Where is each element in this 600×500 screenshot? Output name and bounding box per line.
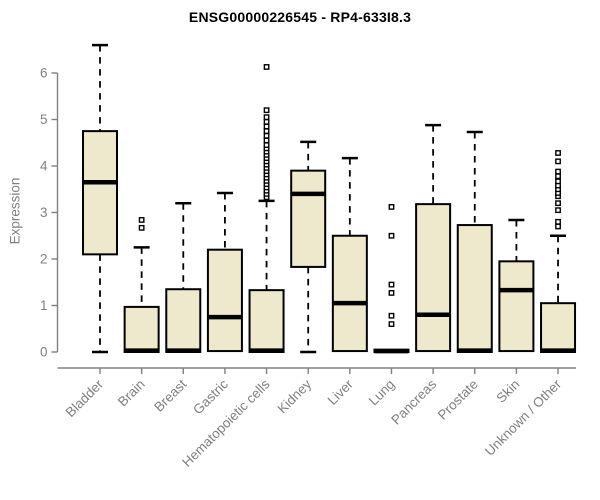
x-category-label: Gastric — [190, 376, 231, 417]
box — [456, 224, 493, 353]
y-axis-label: Expression — [7, 177, 23, 245]
outlier-point — [263, 142, 270, 148]
outlier-point — [388, 312, 395, 319]
x-category-label: Pancreas — [388, 376, 439, 427]
outlier-point — [263, 137, 270, 144]
outlier-point — [555, 218, 561, 225]
box — [540, 302, 577, 353]
outlier-point — [555, 207, 561, 214]
box — [165, 288, 202, 354]
box — [206, 248, 243, 353]
outlier-point — [555, 200, 561, 207]
x-category-label: Bladder — [63, 376, 107, 420]
outlier-point — [263, 64, 270, 70]
x-category-label: Lung — [366, 377, 398, 409]
x-category-label: Prostate — [435, 377, 481, 423]
box — [331, 234, 368, 353]
box — [290, 169, 327, 268]
outlier-point — [263, 128, 270, 135]
outlier-point — [555, 168, 561, 175]
x-category-label: Liver — [325, 376, 357, 408]
outlier-point — [555, 223, 561, 230]
chart-title: ENSG00000226545 - RP4-633I8.3 — [188, 9, 412, 25]
outlier-point — [388, 232, 395, 239]
outlier-point — [555, 150, 561, 156]
y-tick-label: 2 — [40, 252, 48, 267]
outlier-point — [388, 204, 395, 210]
box — [82, 130, 118, 256]
outlier-point — [388, 281, 395, 288]
x-category-label: Kidney — [275, 376, 315, 416]
outlier-point — [555, 158, 561, 165]
outlier-point — [555, 173, 561, 180]
box — [248, 289, 285, 353]
box — [415, 203, 452, 353]
y-tick-label: 3 — [40, 205, 48, 220]
outlier-point — [388, 290, 395, 296]
y-tick-label: 1 — [40, 298, 48, 313]
outlier-point — [263, 118, 270, 125]
outlier-point — [555, 178, 561, 185]
x-category-label: Unknown / Other — [482, 376, 565, 459]
x-category-label: Brain — [115, 377, 148, 410]
y-tick-label: 6 — [40, 66, 48, 81]
x-category-label: Skin — [493, 377, 522, 406]
outlier-point — [388, 321, 395, 327]
outlier-point — [138, 217, 145, 223]
box — [498, 260, 535, 353]
y-tick-label: 5 — [40, 112, 48, 127]
outlier-point — [138, 224, 145, 231]
y-tick-label: 0 — [40, 345, 48, 360]
outlier-point — [263, 132, 270, 139]
x-category-label: Breast — [151, 376, 189, 414]
outlier-point — [263, 114, 270, 121]
outlier-point — [263, 123, 270, 130]
y-tick-label: 4 — [40, 159, 48, 174]
box — [123, 305, 160, 353]
outlier-point — [263, 107, 270, 114]
